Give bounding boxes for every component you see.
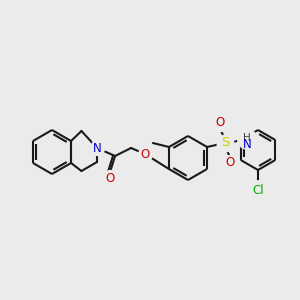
Text: H: H [243,133,251,143]
Text: O: O [215,116,225,130]
Text: O: O [104,170,116,185]
Text: S: S [221,136,229,149]
Text: O: O [140,148,150,160]
Text: O: O [105,172,115,184]
Text: Cl: Cl [252,184,264,197]
Text: O: O [225,157,235,169]
Text: O: O [139,146,151,161]
Text: N: N [93,142,101,154]
Text: N: N [91,140,103,155]
Text: N: N [243,137,251,151]
